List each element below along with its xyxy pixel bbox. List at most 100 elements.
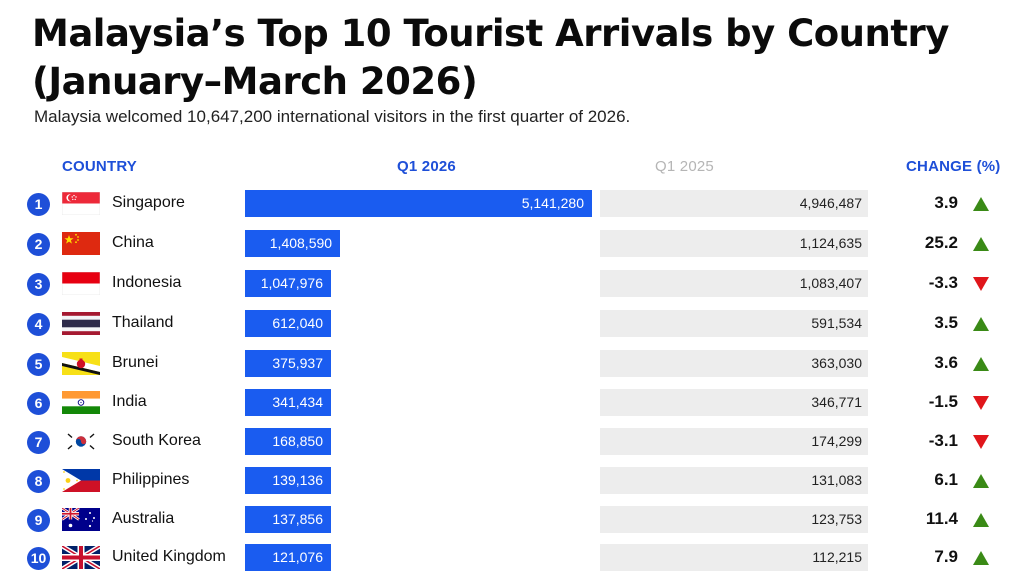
bar-q1-2026: 1,047,976: [245, 270, 331, 297]
triangle-up-icon: [973, 474, 989, 488]
triangle-up-icon: [973, 317, 989, 331]
bar-value-label: 121,076: [272, 549, 323, 565]
chart-subtitle: Malaysia welcomed 10,647,200 internation…: [34, 107, 631, 126]
change-value: 6.1: [934, 470, 958, 489]
india-flag: [62, 391, 100, 414]
bar-value-label: 168,850: [272, 433, 323, 449]
triangle-up-icon: [973, 513, 989, 527]
rank-badge: 4: [27, 313, 50, 336]
triangle-down-icon: [973, 396, 989, 410]
bar-q1-2026: 139,136: [245, 467, 331, 494]
change-value: 25.2: [924, 233, 958, 252]
china-flag: [62, 232, 100, 255]
chart-title: Malaysia’s Top 10 Tourist Arrivals by Co…: [32, 12, 949, 103]
bar-q1-2025: 174,299: [600, 428, 868, 455]
bar-q1-2025: 363,030: [600, 350, 868, 377]
bar-value-label: 4,946,487: [799, 195, 862, 211]
triangle-up-icon: [973, 357, 989, 371]
change-value: -1.5: [928, 392, 958, 411]
bar-value-label: 375,937: [272, 355, 323, 371]
bar-q1-2026: 137,856: [245, 506, 331, 533]
bar-value-label: 346,771: [811, 394, 862, 410]
column-header-q1-2026: Q1 2026: [397, 158, 456, 175]
country-label: India: [112, 393, 147, 410]
bar-value-label: 139,136: [272, 472, 323, 488]
bar-value-label: 1,408,590: [269, 235, 333, 251]
table-row: 10 United Kingdom 121,076 112,215 7.9: [0, 538, 1024, 578]
bar-value-label: 112,215: [812, 549, 862, 565]
triangle-down-icon: [973, 435, 989, 449]
country-label: Indonesia: [112, 274, 182, 291]
bar-q1-2025: 112,215: [600, 544, 868, 571]
triangle-down-icon: [973, 277, 989, 291]
change-value: 7.9: [934, 547, 958, 566]
bar-q1-2025: 123,753: [600, 506, 868, 533]
change-value: 11.4: [925, 509, 958, 528]
change-value: 3.6: [934, 353, 958, 372]
change-value: -3.3: [928, 273, 958, 292]
bar-value-label: 1,047,976: [260, 275, 323, 291]
bar-value-label: 174,299: [811, 433, 862, 449]
bar-value-label: 5,141,280: [521, 195, 584, 211]
table-row: 9 Australia 137,856 123,753 11.4: [0, 500, 1024, 540]
table-row: 2 China 1,408,590 1,124,635 25.2: [0, 224, 1024, 264]
bar-q1-2025: 1,083,407: [600, 270, 868, 297]
table-row: 4 Thailand 612,040 591,534 3.5: [0, 304, 1024, 344]
country-label: Thailand: [112, 314, 174, 331]
bar-value-label: 1,124,635: [799, 235, 862, 251]
rank-badge: 5: [27, 353, 50, 376]
country-label: United Kingdom: [112, 548, 226, 565]
singapore-flag: [62, 192, 100, 215]
bar-q1-2025: 1,124,635: [600, 230, 868, 257]
thailand-flag: [62, 312, 100, 335]
bar-value-label: 137,856: [272, 511, 323, 527]
country-label: Brunei: [112, 354, 159, 371]
philippines-flag: [62, 469, 100, 492]
bar-value-label: 341,434: [272, 394, 323, 410]
country-label: Singapore: [112, 194, 185, 211]
rank-badge: 7: [27, 431, 50, 454]
country-label: Australia: [112, 510, 175, 527]
rank-badge: 9: [27, 509, 50, 532]
bar-value-label: 612,040: [272, 315, 323, 331]
rank-badge: 2: [27, 233, 50, 256]
united-kingdom-flag: [62, 546, 100, 569]
rank-badge: 3: [27, 273, 50, 296]
table-row: 1 Singapore 5,141,280 4,946,487 3.9: [0, 184, 1024, 224]
change-value: 3.9: [934, 193, 958, 212]
bar-q1-2026: 168,850: [245, 428, 331, 455]
triangle-up-icon: [973, 551, 989, 565]
country-label: Philippines: [112, 471, 190, 488]
change-value: 3.5: [934, 313, 958, 332]
bar-q1-2026: 341,434: [245, 389, 331, 416]
bar-value-label: 591,534: [811, 315, 862, 331]
bar-q1-2026: 612,040: [245, 310, 331, 337]
bar-value-label: 363,030: [811, 355, 862, 371]
bar-q1-2025: 131,083: [600, 467, 868, 494]
country-label: China: [112, 234, 154, 251]
column-header-change: CHANGE (%): [906, 158, 1001, 175]
bar-value-label: 1,083,407: [799, 275, 862, 291]
table-row: 7 South Korea 168,850 174,299 -3.1: [0, 422, 1024, 462]
bar-q1-2025: 346,771: [600, 389, 868, 416]
country-label: South Korea: [112, 432, 201, 449]
table-row: 8 Philippines 139,136 131,083 6.1: [0, 461, 1024, 501]
bar-q1-2025: 4,946,487: [600, 190, 868, 217]
table-row: 3 Indonesia 1,047,976 1,083,407 -3.3: [0, 264, 1024, 304]
rank-badge: 10: [27, 547, 50, 570]
bar-q1-2026: 1,408,590: [245, 230, 341, 257]
bar-q1-2025: 591,534: [600, 310, 868, 337]
indonesia-flag: [62, 272, 100, 295]
bar-q1-2026: 5,141,280: [245, 190, 592, 217]
brunei-flag: [62, 352, 100, 375]
south-korea-flag: [62, 430, 100, 453]
rank-badge: 6: [27, 392, 50, 415]
table-row: 6 India 341,434 346,771 -1.5: [0, 383, 1024, 423]
column-header-country: COUNTRY: [62, 158, 138, 175]
rank-badge: 1: [27, 193, 50, 216]
bar-q1-2026: 121,076: [245, 544, 331, 571]
bar-value-label: 123,753: [811, 511, 862, 527]
bar-value-label: 131,083: [811, 472, 862, 488]
rank-badge: 8: [27, 470, 50, 493]
